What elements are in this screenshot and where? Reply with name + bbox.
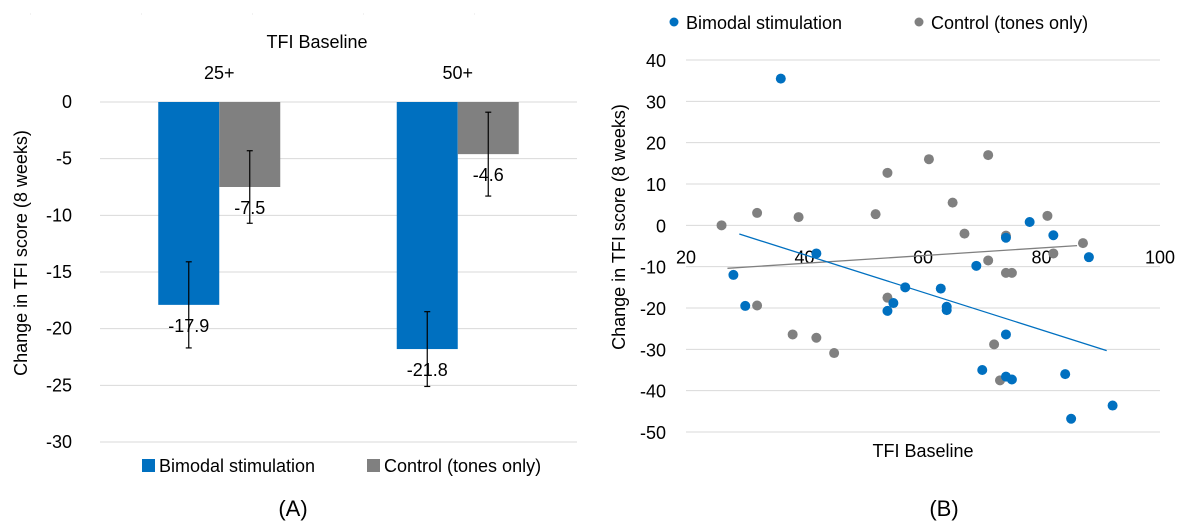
point-control [1042,210,1053,221]
y-tick-label: -25 [46,375,72,395]
point-bimodal [1083,252,1094,263]
chart-a-error-bars [185,111,492,388]
category-label-50plus: 50+ [442,63,473,83]
point-control [811,332,822,343]
point-bimodal [1107,400,1118,411]
y-tick-label: -40 [640,382,666,402]
legend-label-control: Control (tones only) [384,456,541,476]
y-tick-label: -30 [640,340,666,360]
point-bimodal [728,269,739,280]
point-control [752,300,763,311]
chart-b-gridlines [686,59,1160,433]
point-control [793,212,804,223]
point-control [923,154,934,165]
legend-label-control-b: Control (tones only) [931,13,1088,33]
data-label: -7.5 [234,198,265,218]
point-bimodal [882,305,893,316]
point-bimodal [971,260,982,271]
chart-b-x-ticks: 20 40 60 80 100 [676,247,1175,267]
point-bimodal [935,283,946,294]
chart-a-title: TFI Baseline [266,32,367,52]
panel-label-a: (A) [278,496,307,521]
y-tick-label: -20 [46,319,72,339]
y-tick-label: 10 [646,175,666,195]
point-control [1048,248,1059,259]
point-bimodal [1060,369,1071,380]
point-bimodal [1024,217,1035,228]
point-control [959,228,970,239]
category-label-25plus: 25+ [204,63,235,83]
x-tick-label: 40 [794,247,814,267]
y-tick-label: 0 [656,216,666,236]
x-tick-label: 20 [676,247,696,267]
panel-label-b: (B) [929,496,958,521]
point-bimodal [740,300,751,311]
point-control [787,329,798,340]
point-bimodal [775,73,786,84]
chart-a-legend: Bimodal stimulation Control (tones only) [142,456,541,476]
point-control [882,167,893,178]
legend-label-bimodal-b: Bimodal stimulation [686,13,842,33]
point-control [1006,267,1017,278]
legend-marker-bimodal [669,17,679,27]
x-tick-label: 80 [1031,247,1051,267]
y-tick-label: -30 [46,432,72,452]
point-control [983,150,994,161]
y-tick-label: 30 [646,92,666,112]
trendline-bimodal [739,233,1107,352]
legend-swatch-bimodal [142,459,155,472]
point-control [947,197,958,208]
x-tick-label: 60 [913,247,933,267]
chart-b-x-axis-title: TFI Baseline [872,441,973,461]
y-tick-label: -10 [640,258,666,278]
legend-marker-control [914,17,924,27]
point-bimodal [1000,329,1011,340]
legend-label-bimodal: Bimodal stimulation [159,456,315,476]
chart-b-y-ticks: 40 30 20 10 0 -10 -20 -30 -40 -50 [640,51,666,443]
point-bimodal [900,282,911,293]
point-control [983,255,994,266]
point-control [1077,238,1088,249]
data-label: -17.9 [168,316,209,336]
point-bimodal [977,365,988,375]
bar-bimodal-1 [396,102,458,350]
point-bimodal [941,305,952,316]
chart-a-bars [158,102,519,350]
data-label: -21.8 [407,360,448,380]
chart-b-points [716,73,1118,424]
point-bimodal [1066,413,1077,424]
point-control [829,348,840,359]
point-control [716,220,727,231]
chart-a-data-labels: -17.9 -21.8 -7.5 -4.6 [168,165,504,380]
y-tick-label: -50 [640,423,666,443]
x-tick-label: 100 [1145,247,1175,267]
y-tick-label: -10 [46,205,72,225]
legend-swatch-control [367,459,380,472]
y-tick-label: -5 [56,149,72,169]
point-control [752,207,763,218]
trendline-control [727,244,1078,269]
y-tick-label: -15 [46,262,72,282]
point-control [870,209,881,220]
chart-a-category-labels: 25+ 50+ [204,63,473,83]
y-tick-label: 0 [62,92,72,112]
chart-a-y-ticks: 0 -5 -10 -15 -20 -25 -30 [46,92,72,452]
point-bimodal [1000,232,1011,243]
chart-a-y-axis-title: Change in TFI score (8 weeks) [11,130,31,376]
point-bimodal [811,248,822,259]
chart-b-y-axis-title: Change in TFI score (8 weeks) [609,104,629,350]
chart-b-legend: Bimodal stimulation Control (tones only) [669,13,1088,33]
y-tick-label: 40 [646,51,666,71]
y-tick-label: 20 [646,134,666,154]
scatter-chart-panel-b: Bimodal stimulation Control (tones only)… [609,13,1175,521]
y-tick-label: -20 [640,299,666,319]
point-bimodal [1006,374,1017,385]
point-bimodal [1048,230,1059,241]
chart-b-trendlines [727,233,1107,352]
data-label: -4.6 [473,165,504,185]
bar-chart-panel-a: TFI Baseline 0-5-10-15-20-25-30 25+ 50+ … [11,13,577,521]
point-bimodal [888,298,899,309]
point-control [989,339,1000,350]
